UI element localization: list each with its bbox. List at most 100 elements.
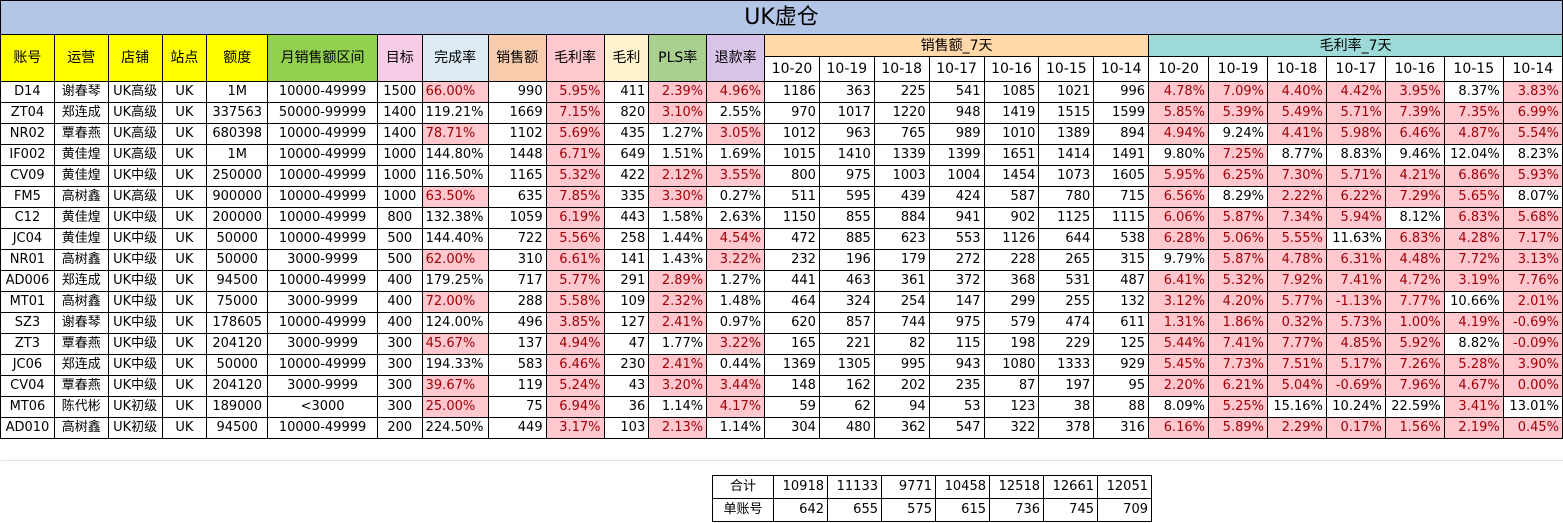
cell-margin-7d[interactable]: 5.87% [1208, 207, 1268, 229]
cell-sales-7d[interactable]: 363 [818, 81, 875, 103]
cell-margin-7d[interactable]: 7.39% [1384, 102, 1445, 124]
cell-margin-7d[interactable]: 3.95% [1384, 81, 1445, 103]
cell-store[interactable]: UK高级 [107, 123, 163, 145]
cell-store[interactable]: UK初级 [107, 396, 163, 418]
date-header[interactable]: 10-17 [1325, 56, 1386, 82]
cell-site[interactable]: UK [161, 102, 208, 124]
cell-margin-7d[interactable]: 7.34% [1266, 207, 1327, 229]
cell-sales-7d[interactable]: 975 [928, 312, 985, 334]
cell-sales[interactable]: 449 [487, 417, 547, 439]
cell-store[interactable]: UK初级 [107, 417, 163, 439]
header-sales[interactable]: 销售额 [487, 34, 547, 82]
cell-account[interactable]: AD010 [0, 417, 55, 439]
cell-completion[interactable]: 39.67% [421, 375, 489, 397]
cell-margin-7d[interactable]: 5.95% [1148, 165, 1210, 187]
cell-sales[interactable]: 1165 [487, 165, 547, 187]
cell-sales-7d[interactable]: 1015 [764, 144, 820, 166]
cell-sales-7d[interactable]: 53 [928, 396, 985, 418]
cell-pls-rate[interactable]: 2.13% [648, 417, 708, 439]
cell-gross-profit[interactable]: 103 [603, 417, 650, 439]
cell-refund-rate[interactable]: 3.22% [706, 249, 766, 271]
cell-refund-rate[interactable]: 4.17% [706, 396, 766, 418]
cell-quota[interactable]: 1M [206, 81, 269, 103]
cell-gross-profit[interactable]: 335 [603, 186, 650, 208]
cell-gross-margin-rate[interactable]: 5.32% [545, 165, 605, 187]
date-header[interactable]: 10-14 [1502, 56, 1563, 82]
cell-refund-rate[interactable]: 3.22% [706, 333, 766, 355]
cell-site[interactable]: UK [161, 144, 208, 166]
cell-margin-7d[interactable]: 7.25% [1208, 144, 1268, 166]
cell-gross-margin-rate[interactable]: 3.17% [545, 417, 605, 439]
cell-sales-7d[interactable]: 553 [928, 228, 985, 250]
cell-margin-7d[interactable]: 6.83% [1443, 207, 1504, 229]
cell-sales-7d[interactable]: 995 [873, 354, 930, 376]
cell-sales-7d[interactable]: 1073 [1038, 165, 1095, 187]
cell-sales-7d[interactable]: 88 [1093, 396, 1150, 418]
cell-sales[interactable]: 1102 [487, 123, 547, 145]
cell-margin-7d[interactable]: 3.12% [1148, 291, 1210, 313]
cell-gross-profit[interactable]: 411 [603, 81, 650, 103]
cell-sales-7d[interactable]: 59 [764, 396, 820, 418]
cell-sales-7d[interactable]: 439 [873, 186, 930, 208]
cell-margin-7d[interactable]: 3.90% [1502, 354, 1563, 376]
cell-quota[interactable]: 75000 [206, 291, 269, 313]
cell-sales-7d[interactable]: 1414 [1038, 144, 1095, 166]
cell-target[interactable]: 300 [376, 375, 423, 397]
cell-margin-7d[interactable]: 10.66% [1443, 291, 1504, 313]
cell-sales[interactable]: 583 [487, 354, 547, 376]
cell-margin-7d[interactable]: 5.87% [1208, 249, 1268, 271]
cell-pls-rate[interactable]: 3.10% [648, 102, 708, 124]
cell-margin-7d[interactable]: 1.56% [1384, 417, 1445, 439]
cell-store[interactable]: UK中级 [107, 270, 163, 292]
cell-sales-7d[interactable]: 1125 [1038, 207, 1095, 229]
date-header[interactable]: 10-18 [1266, 56, 1327, 82]
cell-sales-7d[interactable]: 579 [983, 312, 1040, 334]
cell-refund-rate[interactable]: 0.27% [706, 186, 766, 208]
cell-margin-7d[interactable]: 5.71% [1325, 165, 1386, 187]
cell-sales-7d[interactable]: 480 [818, 417, 875, 439]
cell-completion[interactable]: 179.25% [421, 270, 489, 292]
cell-sales-7d[interactable]: 299 [983, 291, 1040, 313]
cell-sales-7d[interactable]: 941 [928, 207, 985, 229]
date-header[interactable]: 10-20 [764, 56, 820, 82]
cell-margin-7d[interactable]: 5.25% [1208, 396, 1268, 418]
cell-operator[interactable]: 覃春燕 [53, 333, 109, 355]
cell-refund-rate[interactable]: 1.48% [706, 291, 766, 313]
cell-target[interactable]: 1000 [376, 144, 423, 166]
cell-target[interactable]: 1400 [376, 102, 423, 124]
cell-site[interactable]: UK [161, 81, 208, 103]
cell-sales-7d[interactable]: 595 [818, 186, 875, 208]
cell-operator[interactable]: 谢春琴 [53, 81, 109, 103]
header-refund-rate[interactable]: 退款率 [706, 34, 766, 82]
cell-margin-7d[interactable]: 4.40% [1266, 81, 1327, 103]
cell-sales-7d[interactable]: 1012 [764, 123, 820, 145]
summary-total-value[interactable]: 9771 [881, 475, 936, 499]
cell-margin-7d[interactable]: 3.83% [1502, 81, 1563, 103]
cell-sales-7d[interactable]: 197 [1038, 375, 1095, 397]
cell-margin-7d[interactable]: 4.41% [1266, 123, 1327, 145]
cell-sales[interactable]: 137 [487, 333, 547, 355]
cell-sales-7d[interactable]: 857 [818, 312, 875, 334]
cell-sales-7d[interactable]: 1454 [983, 165, 1040, 187]
summary-total-value[interactable]: 10918 [773, 475, 828, 499]
cell-sales[interactable]: 1059 [487, 207, 547, 229]
cell-store[interactable]: UK中级 [107, 165, 163, 187]
cell-site[interactable]: UK [161, 165, 208, 187]
cell-sales-7d[interactable]: 800 [764, 165, 820, 187]
cell-sales-7d[interactable]: 1410 [818, 144, 875, 166]
cell-margin-7d[interactable]: 8.07% [1502, 186, 1563, 208]
cell-pls-rate[interactable]: 1.43% [648, 249, 708, 271]
cell-sales-7d[interactable]: 1389 [1038, 123, 1095, 145]
cell-gross-margin-rate[interactable]: 3.85% [545, 312, 605, 334]
cell-margin-7d[interactable]: 5.39% [1208, 102, 1268, 124]
cell-sales-7d[interactable]: 464 [764, 291, 820, 313]
cell-operator[interactable]: 陈代彬 [53, 396, 109, 418]
cell-gross-margin-rate[interactable]: 5.95% [545, 81, 605, 103]
cell-margin-7d[interactable]: 4.78% [1148, 81, 1210, 103]
cell-sales-7d[interactable]: 780 [1038, 186, 1095, 208]
cell-operator[interactable]: 郑连成 [53, 354, 109, 376]
cell-margin-7d[interactable]: 4.72% [1384, 270, 1445, 292]
cell-gross-margin-rate[interactable]: 6.61% [545, 249, 605, 271]
cell-sales-7d[interactable]: 62 [818, 396, 875, 418]
cell-pls-rate[interactable]: 1.14% [648, 396, 708, 418]
